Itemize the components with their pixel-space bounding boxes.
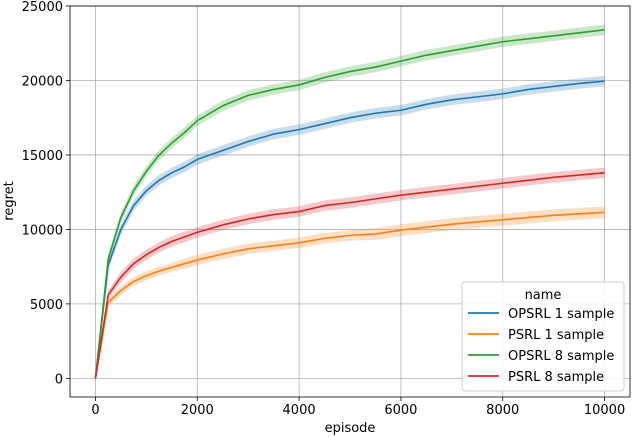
- legend-box: [461, 281, 625, 392]
- y-tick-label: 0: [55, 372, 63, 387]
- legend-title: name: [525, 288, 562, 303]
- band-psrl-1-sample: [95, 206, 605, 379]
- y-tick-label: 20000: [22, 74, 63, 89]
- y-axis-ticks: 0 5000 10000 15000 20000 25000: [22, 0, 70, 387]
- y-tick-label: 15000: [22, 149, 63, 164]
- x-tick-label: 2000: [181, 403, 214, 418]
- y-tick-label: 25000: [22, 0, 63, 15]
- x-tick-label: 6000: [384, 403, 417, 418]
- y-tick-label: 5000: [30, 298, 63, 313]
- x-tick-label: 10000: [584, 403, 625, 418]
- legend-label-psrl-1-sample: PSRL 1 sample: [508, 328, 604, 343]
- x-axis-label: episode: [325, 421, 376, 436]
- legend-label-opsrl-1-sample: OPSRL 1 sample: [508, 307, 614, 322]
- x-tick-label: 4000: [283, 403, 316, 418]
- line-psrl-8-sample: [94, 172, 605, 379]
- legend-label-psrl-8-sample: PSRL 8 sample: [508, 370, 604, 385]
- legend: name OPSRL 1 sample PSRL 1 sample OPSRL 8 …: [461, 281, 625, 392]
- x-tick-label: 8000: [486, 403, 519, 418]
- grid: [70, 5, 630, 397]
- confidence-bands: [95, 24, 605, 379]
- line-opsrl-1-sample: [94, 80, 605, 379]
- line-opsrl-8-sample: [94, 29, 605, 379]
- legend-items: OPSRL 1 sample PSRL 1 sample OPSRL 8 sampl…: [468, 307, 614, 385]
- x-tick-label: 0: [91, 403, 99, 418]
- series-lines: [94, 29, 605, 379]
- line-psrl-1-sample: [94, 211, 605, 379]
- legend-label-opsrl-8-sample: OPSRL 8 sample: [508, 349, 614, 364]
- plot-frame: [69, 5, 631, 398]
- y-axis-label: regret: [2, 181, 17, 220]
- x-axis-ticks: 0 2000 4000 6000 8000 10000: [91, 397, 625, 418]
- band-psrl-8-sample: [95, 167, 605, 379]
- band-opsrl-1-sample: [95, 76, 605, 379]
- y-tick-label: 10000: [22, 223, 63, 238]
